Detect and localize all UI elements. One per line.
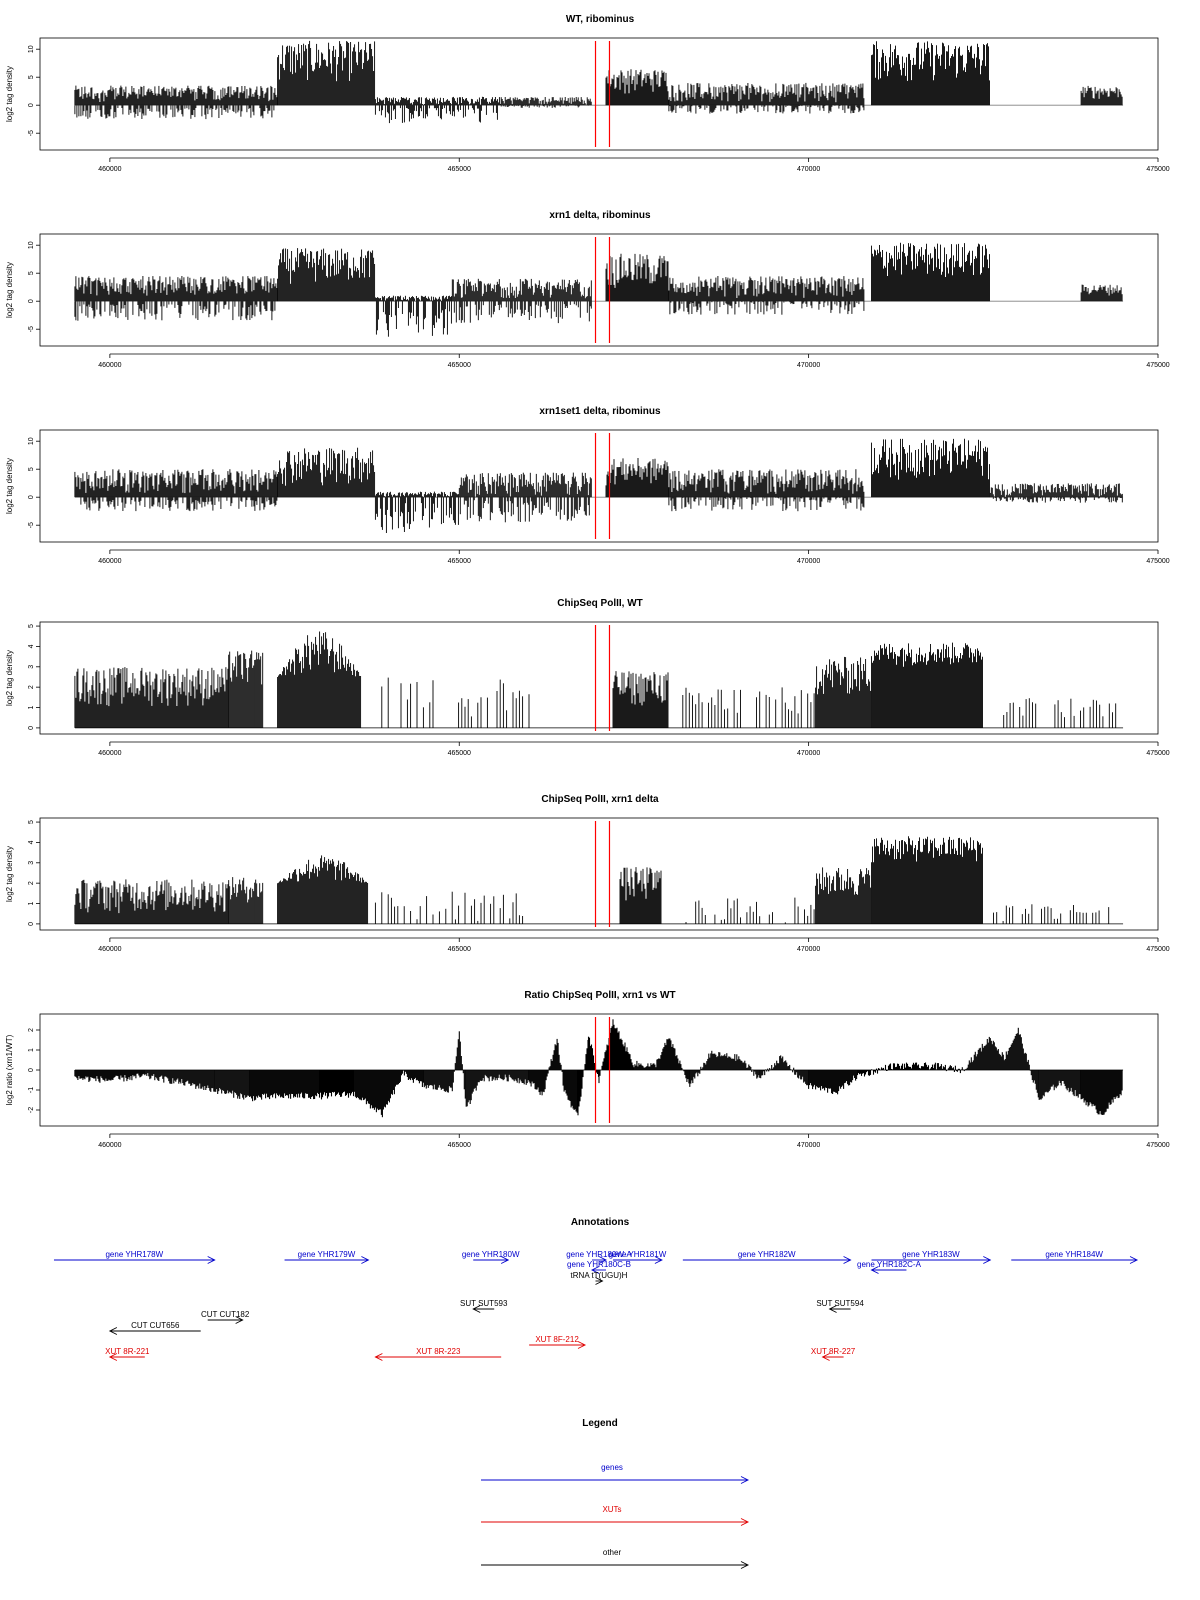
y-tick-label: -5 <box>28 522 35 528</box>
data-bars <box>74 242 1123 337</box>
y-tick-label: 5 <box>28 467 35 471</box>
y-axis-label: log2 tag density <box>5 458 14 514</box>
y-tick-label: 5 <box>28 624 35 628</box>
x-tick-label: 470000 <box>797 558 820 565</box>
y-axis-label: log2 tag density <box>5 262 14 318</box>
chart-panel-2: xrn1 delta, ribominus -5 0 5 10 log2 tag dens… <box>5 210 1170 369</box>
x-tick-label: 475000 <box>1146 558 1169 565</box>
x-tick-label: 470000 <box>797 362 820 369</box>
y-tick-label: 0 <box>28 299 35 303</box>
data-bars <box>74 40 1123 124</box>
y-tick-label: 0 <box>28 726 35 730</box>
x-tick-label: 460000 <box>98 558 121 565</box>
y-tick-label: 2 <box>28 685 35 689</box>
plot-frame <box>39 37 1159 151</box>
x-tick-label: 460000 <box>98 362 121 369</box>
chart-title: ChipSeq PolII, xrn1 delta <box>541 794 659 805</box>
x-tick-label: 465000 <box>448 166 471 173</box>
y-tick-label: -5 <box>28 130 35 136</box>
chart-title: ChipSeq PolII, WT <box>557 598 643 609</box>
x-tick-label: 475000 <box>1146 166 1169 173</box>
x-tick-label: 475000 <box>1146 362 1169 369</box>
y-axis-label: log2 tag density <box>5 66 14 122</box>
x-tick-label: 470000 <box>797 750 820 757</box>
chart-panel-3: xrn1set1 delta, ribominus -5 0 5 10 log2 tag … <box>5 406 1170 565</box>
plot-frame <box>39 621 1159 735</box>
y-tick-label: 10 <box>28 241 35 249</box>
y-tick-label: 0 <box>28 495 35 499</box>
x-tick-label: 460000 <box>98 750 121 757</box>
x-tick-label: 460000 <box>98 166 121 173</box>
y-tick-label: 0 <box>28 103 35 107</box>
chart-title: xrn1set1 delta, ribominus <box>539 406 661 417</box>
y-tick-label: 10 <box>28 437 35 445</box>
plot-frame <box>39 429 1159 543</box>
data-bars <box>74 631 1117 728</box>
y-tick-label: 5 <box>28 75 35 79</box>
x-tick-label: 475000 <box>1146 750 1169 757</box>
chart-title: WT, ribominus <box>566 14 635 25</box>
data-bars <box>74 438 1123 533</box>
chart-panel-4: ChipSeq PolII, WT 0 1 2 3 4 5 log2 tag density 4… <box>5 598 1170 757</box>
plot-frame <box>39 233 1159 347</box>
y-axis-label: log2 tag density <box>5 650 14 706</box>
x-tick-label: 465000 <box>448 750 471 757</box>
y-tick-label: 4 <box>28 644 35 648</box>
x-tick-label: 465000 <box>448 362 471 369</box>
y-tick-label: 1 <box>28 705 35 709</box>
y-tick-label: -5 <box>28 326 35 332</box>
x-tick-label: 465000 <box>448 558 471 565</box>
y-tick-label: 3 <box>28 665 35 669</box>
y-tick-label: 10 <box>28 45 35 53</box>
data-bars <box>74 836 1110 924</box>
chart-panel-1: WT, ribominus -5 0 5 10 log2 tag density 46000… <box>5 14 1170 173</box>
y-tick-label: 5 <box>28 271 35 275</box>
plot-frame <box>39 817 1159 931</box>
chart-title: xrn1 delta, ribominus <box>549 210 651 221</box>
x-tick-label: 470000 <box>797 166 820 173</box>
